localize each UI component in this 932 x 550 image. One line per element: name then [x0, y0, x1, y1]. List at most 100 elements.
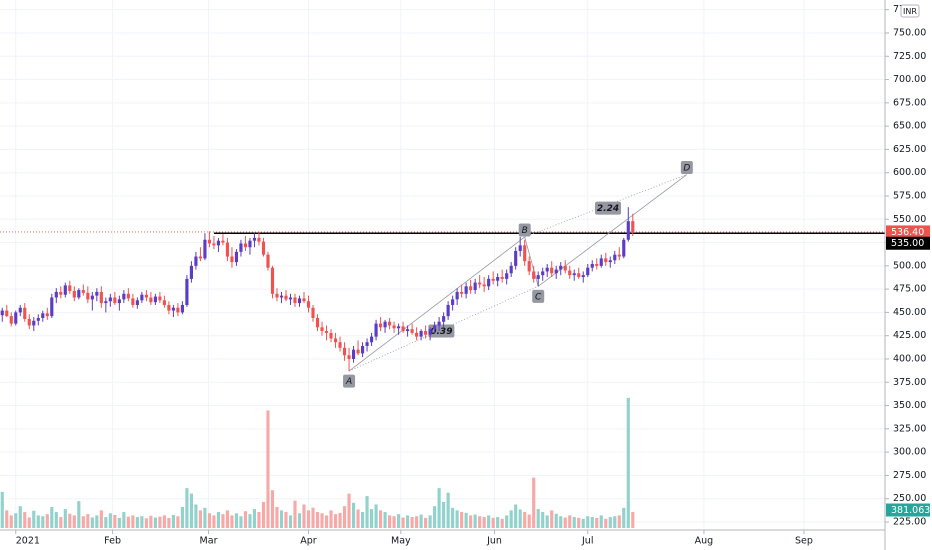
volume-bar	[23, 512, 27, 528]
currency: INR	[903, 7, 917, 16]
volume-bar	[365, 496, 369, 528]
volume-bar	[631, 511, 635, 528]
candle-body	[572, 273, 576, 276]
candle-body	[113, 297, 117, 304]
volume-bar	[342, 506, 347, 528]
pattern-line	[537, 174, 688, 287]
volume-bar	[527, 514, 531, 528]
volume-bar	[5, 510, 9, 528]
volume-bar	[392, 516, 396, 528]
candle-body	[442, 316, 446, 322]
pattern-point-box	[343, 374, 356, 388]
volume-bar	[541, 512, 545, 528]
candle-body	[410, 329, 414, 333]
volume-bar	[590, 517, 594, 528]
candle-body	[324, 331, 329, 333]
y-tick-label: 225.00	[893, 516, 926, 527]
candle-body	[360, 345, 365, 354]
volume-bar	[433, 506, 437, 528]
candle-body	[514, 250, 518, 266]
volume-bar	[0, 491, 4, 528]
volume-bar	[45, 514, 49, 528]
candle-body	[315, 318, 320, 328]
volume-bar	[270, 490, 275, 528]
x-tick-label: Aug	[695, 536, 714, 547]
volume-bar	[545, 515, 549, 528]
y-tick-label: 725.00	[893, 51, 926, 62]
y-tick-label: 600.00	[893, 167, 926, 178]
pattern-point-label: C	[535, 292, 542, 302]
volume-bar	[248, 514, 252, 528]
candle-body	[176, 307, 180, 313]
volume-bar	[338, 512, 342, 528]
ratio-label: 0.39	[430, 327, 452, 337]
candle-body	[626, 221, 630, 240]
candle-body	[68, 285, 72, 291]
volume-bar	[90, 517, 94, 528]
candle-body	[243, 243, 248, 248]
volume-bar	[122, 512, 126, 528]
candle-body	[171, 307, 175, 311]
volume-bar	[378, 510, 383, 528]
candle-body	[234, 251, 239, 263]
candle-body	[54, 291, 58, 298]
candle-body	[72, 290, 76, 298]
volume-bar	[329, 510, 333, 528]
candle-body	[180, 304, 184, 313]
volume-bar	[185, 488, 189, 528]
volume-bar	[212, 515, 216, 528]
volume-bar	[288, 515, 293, 528]
volume-bar	[315, 512, 320, 528]
candle-body	[406, 329, 410, 332]
candle-body	[252, 237, 257, 241]
volume-bar	[113, 514, 117, 528]
volume-bar	[194, 504, 198, 528]
volume-bar	[469, 515, 473, 528]
volume-bar	[347, 493, 351, 528]
candle-body	[270, 267, 275, 294]
candle-body	[189, 265, 193, 279]
volume-bar	[140, 516, 144, 528]
candle-body	[131, 298, 135, 305]
volume-bar	[311, 507, 315, 528]
volume-bar	[257, 512, 261, 528]
volume-bar	[563, 517, 567, 528]
candle-body	[455, 291, 459, 300]
candle-body	[279, 295, 284, 298]
candle-body	[122, 293, 126, 300]
candle-body	[356, 349, 360, 354]
volume-bar	[369, 509, 374, 528]
y-tick-label: 500.00	[893, 260, 926, 271]
currency-box	[900, 4, 920, 18]
pattern-point-box	[680, 161, 693, 175]
candle-body	[212, 243, 216, 246]
y-tick-label: 650.00	[893, 121, 926, 132]
volume-bar	[324, 515, 329, 528]
candle-body	[473, 282, 477, 291]
candle-body	[104, 301, 108, 304]
volume-bar	[360, 512, 365, 528]
volume-bar	[297, 513, 302, 528]
volume-bar	[279, 510, 284, 528]
candle-body	[383, 321, 387, 328]
volume-bar	[176, 516, 180, 528]
candle-body	[433, 325, 437, 330]
volume-bar	[410, 517, 414, 528]
volume-bar	[581, 518, 585, 528]
volume-bar	[14, 513, 18, 528]
volume-bar	[266, 410, 270, 528]
y-tick-label: 300.00	[893, 447, 926, 458]
pattern-line	[524, 236, 539, 287]
volume-bar	[383, 512, 387, 528]
volume-bar	[68, 513, 72, 528]
candle-body	[491, 278, 495, 281]
candle-body	[248, 240, 252, 248]
pattern-point-label: D	[683, 164, 690, 174]
y-tick-label: 450.00	[893, 307, 926, 318]
volume-bar	[532, 477, 536, 528]
volume-bar	[464, 512, 468, 528]
volume-bar	[460, 512, 464, 528]
volume-bar	[491, 517, 495, 528]
volume-bar	[554, 513, 558, 528]
